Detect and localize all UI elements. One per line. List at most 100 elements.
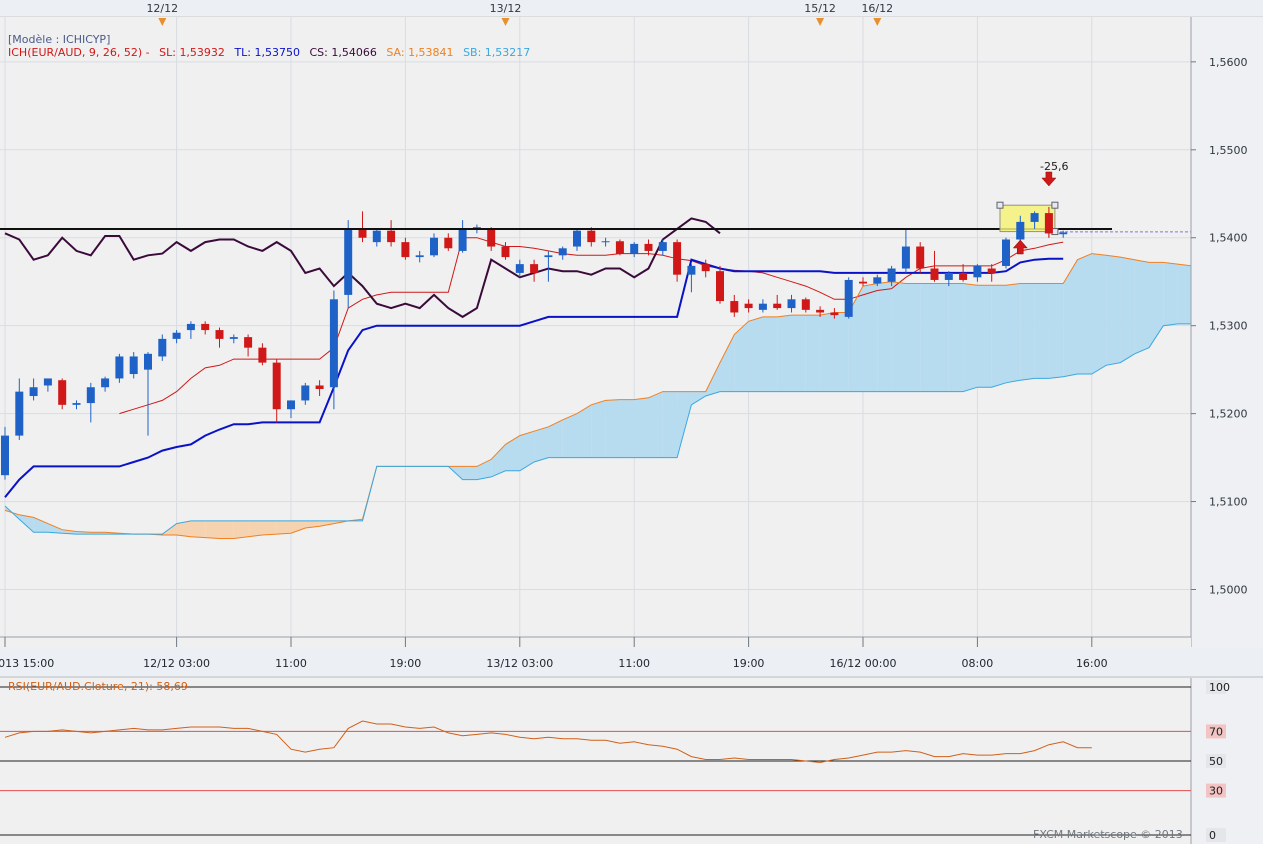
- cloud-segment: [33, 517, 48, 533]
- candle-body: [859, 281, 867, 284]
- price-tick-label: 1,5100: [1209, 496, 1248, 509]
- indicator-values-row: ICH(EUR/AUD, 9, 26, 52) - SL: 1,53932 TL…: [8, 46, 536, 59]
- candle-body: [129, 356, 138, 375]
- candle-body: [816, 309, 825, 313]
- cloud-segment: [476, 459, 492, 480]
- cloud-segment: [591, 400, 606, 458]
- candle-body: [172, 332, 181, 339]
- cloud-segment: [219, 520, 234, 539]
- candle-body: [186, 323, 195, 331]
- rsi-tick-badge: [1206, 783, 1226, 798]
- series-line-sa: [4, 253, 1192, 539]
- cloud-segment: [720, 334, 735, 392]
- cloud-segment: [205, 520, 220, 539]
- candle-body: [801, 299, 810, 310]
- cloud-segment: [734, 321, 749, 392]
- price-tick-label: 1,5500: [1209, 144, 1248, 157]
- cs-value: CS: 1,54066: [309, 46, 377, 59]
- candle-body: [730, 301, 739, 313]
- cloud-segment: [748, 316, 763, 392]
- time-tick-label: 11/12/2013 15:00: [0, 657, 54, 670]
- series-line-tl: [4, 257, 1064, 498]
- candle-body: [458, 228, 467, 251]
- candle-body: [58, 380, 67, 405]
- candle-body: [158, 338, 167, 357]
- time-tick-label: 12/12 03:00: [143, 657, 210, 670]
- top-date-label: 13/12: [490, 2, 522, 15]
- time-tick-label: 16/12 00:00: [830, 657, 897, 670]
- price-tick-label: 1,5400: [1209, 232, 1248, 245]
- price-tick-label: 1,5000: [1209, 584, 1248, 597]
- candle-body: [644, 243, 653, 251]
- cloud-segment: [534, 426, 549, 462]
- cloud-segment: [1163, 262, 1178, 326]
- cloud-segment: [1048, 283, 1064, 379]
- candle-body: [501, 246, 510, 258]
- top-date-label: 12/12: [146, 2, 178, 15]
- time-tick-label: 13/12 03:00: [486, 657, 553, 670]
- candle-body: [901, 246, 910, 269]
- candle-body: [701, 264, 710, 272]
- rsi-tick-label: 70: [1209, 725, 1223, 738]
- cloud-segment: [605, 399, 620, 458]
- cloud-segment: [619, 399, 635, 458]
- candle-body: [272, 362, 281, 410]
- candle-body: [415, 255, 424, 258]
- candle-body: [1, 435, 9, 476]
- candle-body: [329, 299, 338, 388]
- candle-body: [573, 230, 581, 247]
- candle-body: [387, 230, 396, 243]
- cloud-segment: [834, 312, 849, 392]
- highlight-handle: [996, 201, 1004, 209]
- cloud-segment: [1091, 253, 1107, 375]
- cloud-segment: [991, 285, 1006, 388]
- cloud-segment: [262, 520, 277, 535]
- price-axis: [1191, 17, 1263, 647]
- cloud-segment: [291, 520, 306, 534]
- time-tick-label: 19:00: [390, 657, 422, 670]
- candle-body: [687, 265, 696, 275]
- candle-body: [444, 237, 453, 249]
- cloud-segment: [863, 283, 878, 392]
- cloud-segment: [634, 397, 649, 458]
- candle-body: [887, 268, 896, 282]
- cloud-segment: [805, 315, 821, 392]
- rsi-tick-badge: [1206, 680, 1226, 694]
- time-tick-label: 11:00: [275, 657, 307, 670]
- cloud-segment: [562, 413, 577, 458]
- rsi-tick-badge: [1206, 724, 1226, 739]
- candle-body: [773, 303, 782, 309]
- candle-body: [215, 330, 224, 339]
- cloud-segment: [1077, 253, 1092, 375]
- cloud-segment: [233, 520, 249, 539]
- candle-body: [716, 271, 724, 302]
- cloud-segment: [1063, 259, 1078, 377]
- candle-body: [844, 279, 853, 317]
- candle-body: [615, 241, 624, 254]
- sell-arrow-icon: [1041, 171, 1057, 187]
- candle-body: [1030, 213, 1039, 222]
- cloud-segment: [934, 283, 949, 392]
- cloud-segment: [319, 520, 334, 527]
- cloud-segment: [19, 514, 34, 533]
- cloud-segment: [905, 283, 921, 392]
- candle-body: [115, 356, 124, 379]
- candle-body: [587, 230, 596, 243]
- time-tick-label: 11:00: [618, 657, 650, 670]
- candle-body: [873, 277, 882, 284]
- watermark: FXCM Marketscope © 2013: [1033, 828, 1183, 841]
- cloud-segment: [1134, 259, 1149, 354]
- cloud-segment: [1177, 264, 1192, 324]
- cloud-segment: [877, 281, 892, 392]
- candle-body: [301, 385, 310, 401]
- candle-body: [787, 299, 796, 309]
- series-line-cs: [4, 217, 721, 319]
- indicator-name: ICH(EUR/AUD, 9, 26, 52) -: [8, 46, 150, 59]
- cloud-segment: [662, 391, 678, 458]
- tl-value: TL: 1,53750: [234, 46, 300, 59]
- candle-body: [830, 312, 839, 316]
- candle-body: [1044, 213, 1053, 234]
- candle-body: [287, 400, 295, 410]
- top-date-marker: [501, 18, 510, 26]
- candles: [1, 206, 1068, 480]
